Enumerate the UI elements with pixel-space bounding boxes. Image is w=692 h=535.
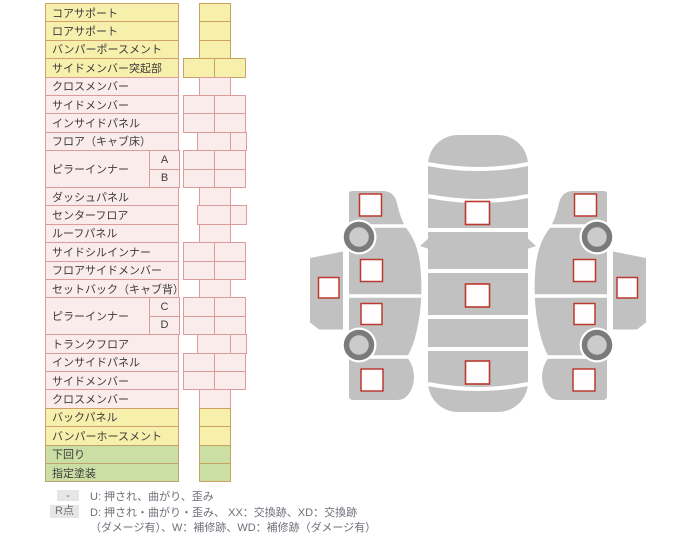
side-view-right bbox=[534, 191, 646, 400]
top-view bbox=[420, 135, 536, 412]
part-label: バンパーポースメント bbox=[45, 39, 179, 60]
wheel-icon bbox=[341, 327, 377, 363]
damage-marker-square[interactable] bbox=[464, 283, 491, 308]
part-label: サイドメンバー突起部 bbox=[45, 58, 179, 78]
part-label: インサイドパネル bbox=[45, 113, 179, 133]
damage-marker-square[interactable] bbox=[464, 200, 491, 226]
damage-marker-square[interactable] bbox=[464, 360, 491, 385]
parts-table: コアサポート ロアサポート バンパーポースメント サイドメンバー突起部 クロスメンバーサ… bbox=[45, 3, 255, 485]
legend-text-d2: （ダメージ有）、W：補修跡、WD：補修跡（ダメージ有） bbox=[90, 522, 377, 534]
part-label: バンパーホースメント bbox=[45, 426, 179, 446]
damage-cell[interactable] bbox=[230, 205, 247, 225]
legend-key-rten: R点 bbox=[50, 505, 79, 518]
damage-marker-square[interactable] bbox=[317, 276, 340, 299]
damage-marker-square[interactable] bbox=[360, 302, 383, 326]
legend-text-d: D: 押され・曲がり・歪み、 XX：交換跡、XD：交換跡 bbox=[90, 507, 358, 519]
legend-text-u: U: 押され、曲がり、歪み bbox=[90, 491, 214, 503]
damage-marker-square[interactable] bbox=[360, 368, 384, 392]
legend-key-dash: - bbox=[57, 490, 79, 502]
damage-cell[interactable] bbox=[199, 463, 231, 483]
part-label: ピラーインナー bbox=[45, 297, 150, 336]
part-label: サイドメンバー bbox=[45, 95, 179, 115]
damage-marker-square[interactable] bbox=[359, 258, 384, 283]
part-label: クロスメンバー bbox=[45, 76, 179, 96]
wheel-icon bbox=[341, 219, 377, 255]
part-label: フロア（キャブ床） bbox=[45, 131, 179, 152]
part-label: 指定塗装 bbox=[45, 463, 179, 483]
damage-marker-square[interactable] bbox=[358, 193, 383, 217]
side-view-left bbox=[310, 191, 422, 400]
